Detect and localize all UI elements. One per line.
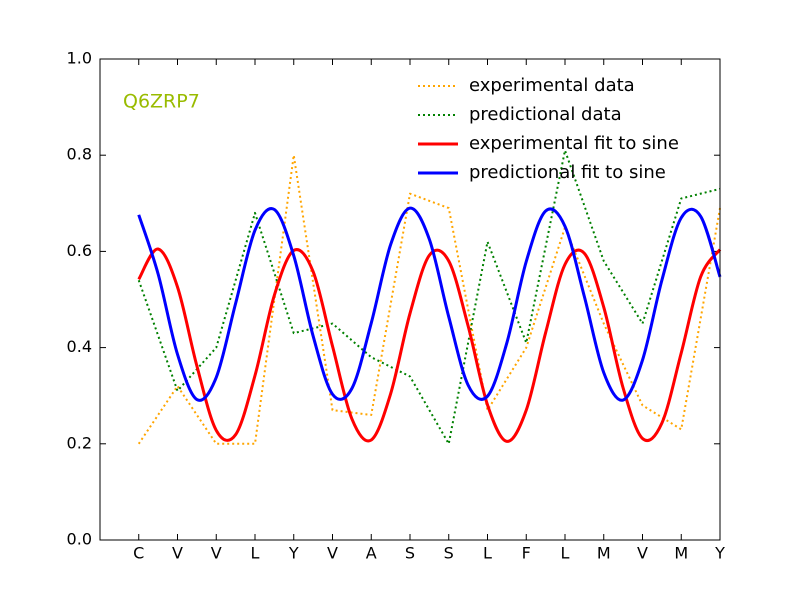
x-tick-label: A bbox=[366, 544, 377, 563]
data-line bbox=[137, 149, 721, 445]
legend-label: experimental fit to sine bbox=[469, 133, 679, 154]
data-line bbox=[137, 154, 721, 445]
x-tick-label: V bbox=[172, 544, 183, 563]
y-tick-label: 1.0 bbox=[67, 49, 92, 68]
x-tick-label: M bbox=[674, 544, 688, 563]
x-tick-label: L bbox=[483, 544, 492, 563]
plot-frame bbox=[99, 58, 721, 541]
fit-line bbox=[137, 206, 722, 402]
legend-label: predictional fit to sine bbox=[469, 162, 666, 183]
x-tick-label: L bbox=[561, 544, 570, 563]
legend-label: experimental data bbox=[469, 75, 635, 96]
x-tick-label: L bbox=[251, 544, 260, 563]
annotation: Q6ZRP7 bbox=[123, 91, 200, 113]
x-tick-label: Y bbox=[288, 544, 299, 563]
y-tick-label: 0.8 bbox=[67, 145, 92, 164]
y-tick-label: 0.2 bbox=[67, 433, 92, 452]
x-tick-label: F bbox=[522, 544, 531, 563]
y-tick-label: 0.0 bbox=[67, 530, 92, 549]
y-tick-label: 0.4 bbox=[67, 337, 92, 356]
x-tick-label: Y bbox=[714, 544, 725, 563]
x-tick-label: S bbox=[444, 544, 454, 563]
fit-line bbox=[137, 247, 722, 443]
legend-label: predictional data bbox=[469, 104, 622, 125]
y-tick-label: 0.6 bbox=[67, 241, 92, 260]
x-tick-label: V bbox=[637, 544, 648, 563]
x-tick-label: S bbox=[405, 544, 415, 563]
x-tick-label: V bbox=[211, 544, 222, 563]
x-tick-label: V bbox=[327, 544, 338, 563]
x-tick-label: C bbox=[133, 544, 144, 563]
x-tick-label: M bbox=[597, 544, 611, 563]
